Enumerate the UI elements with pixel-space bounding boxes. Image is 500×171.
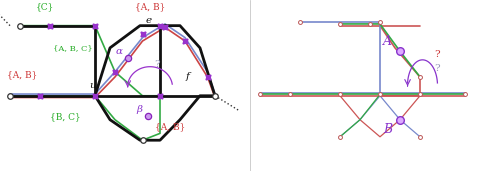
Text: {C}: {C} xyxy=(36,2,54,11)
Text: {A, B, C}: {A, B, C} xyxy=(52,44,92,52)
Text: f: f xyxy=(186,73,190,81)
Text: ?: ? xyxy=(434,64,440,73)
Text: e: e xyxy=(146,16,152,25)
Text: β: β xyxy=(136,105,142,114)
Text: ?: ? xyxy=(434,50,440,59)
Text: {B, C}: {B, C} xyxy=(50,112,80,121)
Text: α: α xyxy=(116,47,122,56)
Text: {A, B}: {A, B} xyxy=(155,122,185,131)
Text: B: B xyxy=(383,123,392,136)
Text: u: u xyxy=(89,81,96,90)
Text: {A, B}: {A, B} xyxy=(8,71,38,80)
Text: {A, B}: {A, B} xyxy=(135,2,165,11)
Text: A: A xyxy=(383,35,392,48)
Text: ?: ? xyxy=(154,61,160,69)
